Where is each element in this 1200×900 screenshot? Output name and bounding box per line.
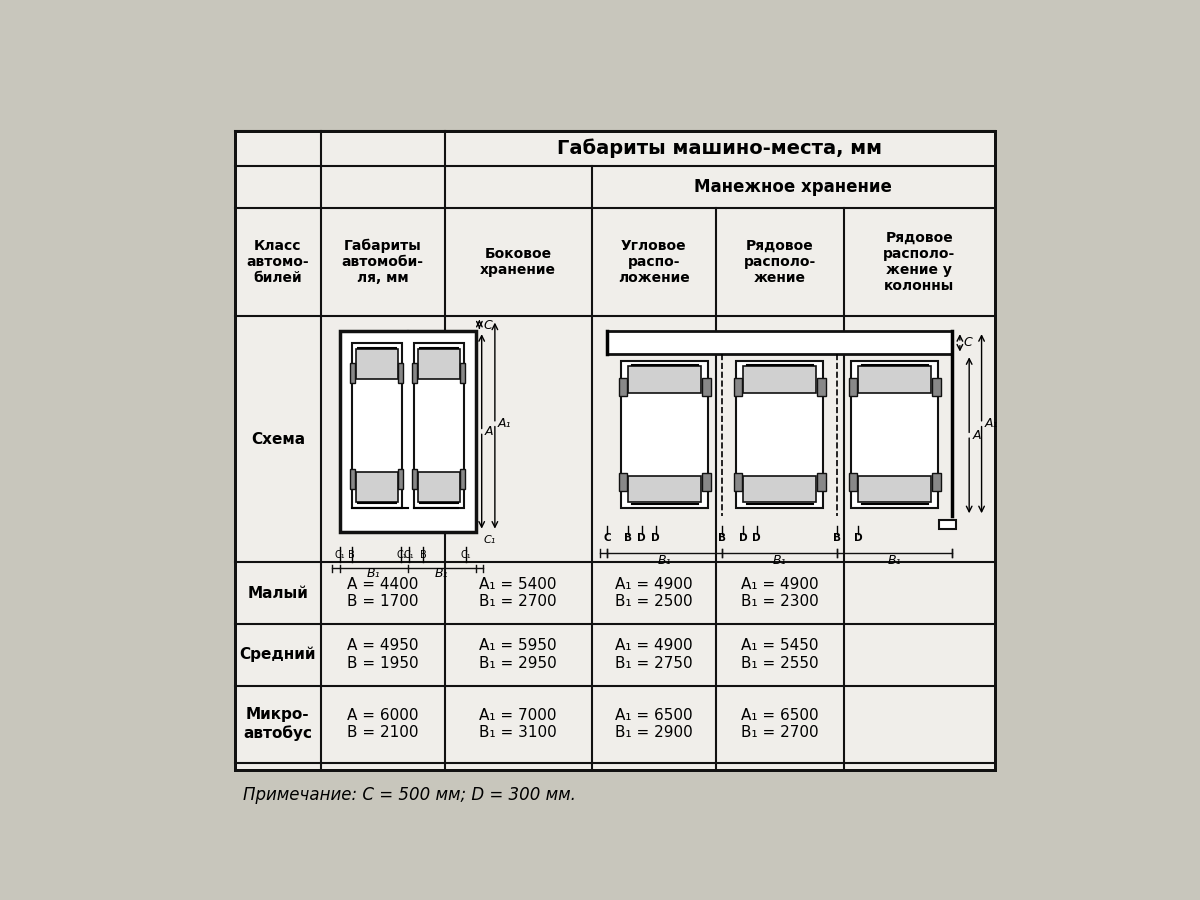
Text: Микро-
автобус: Микро- автобус (244, 707, 312, 741)
Bar (412, 469, 418, 489)
Bar (743, 366, 816, 393)
Text: A₁ = 4900
B₁ = 2500: A₁ = 4900 B₁ = 2500 (614, 577, 692, 609)
Bar (817, 472, 826, 490)
Bar (235, 131, 995, 770)
Text: Угловое
распо-
ложение: Угловое распо- ложение (618, 238, 690, 285)
Text: A: A (972, 428, 980, 442)
Bar (858, 366, 931, 393)
Bar (858, 476, 931, 502)
Text: B: B (420, 550, 426, 560)
Text: Боковое
хранение: Боковое хранение (480, 247, 556, 277)
Bar (398, 469, 403, 489)
Text: D: D (637, 533, 646, 543)
Text: Класс
автомо-
билей: Класс автомо- билей (246, 238, 310, 285)
Bar (414, 343, 464, 508)
Text: B₁: B₁ (888, 554, 901, 567)
Text: Рядовое
располо-
жение: Рядовое располо- жение (744, 238, 816, 285)
Text: C: C (604, 533, 611, 543)
Bar (418, 472, 460, 502)
Bar (622, 361, 708, 508)
Text: Габариты машино-места, мм: Габариты машино-места, мм (557, 139, 882, 158)
Bar (743, 476, 816, 502)
Bar (618, 472, 628, 490)
Text: B: B (348, 550, 355, 560)
Text: A₁: A₁ (498, 418, 511, 430)
Bar (733, 378, 743, 396)
Bar (618, 378, 628, 396)
Text: A: A (485, 425, 493, 438)
Text: A₁ = 5450
B₁ = 2550: A₁ = 5450 B₁ = 2550 (740, 638, 818, 670)
Text: C: C (484, 319, 492, 331)
Bar (736, 361, 823, 508)
Text: C₁: C₁ (461, 550, 472, 560)
Bar (817, 378, 826, 396)
Text: A₁ = 6500
B₁ = 2900: A₁ = 6500 B₁ = 2900 (614, 707, 692, 740)
Text: A₁ = 4900
B₁ = 2300: A₁ = 4900 B₁ = 2300 (740, 577, 818, 609)
Text: D: D (853, 533, 862, 543)
Bar (398, 363, 403, 382)
Bar (848, 378, 857, 396)
Bar (607, 331, 952, 355)
Bar (418, 349, 460, 379)
Text: Манежное хранение: Манежное хранение (695, 178, 892, 196)
Text: C₁: C₁ (335, 550, 346, 560)
Bar (702, 378, 710, 396)
Bar (938, 520, 956, 529)
Bar (848, 472, 857, 490)
Bar (355, 349, 398, 379)
Text: B₁: B₁ (658, 554, 672, 567)
Text: A = 6000
B = 2100: A = 6000 B = 2100 (347, 707, 419, 740)
Bar (932, 378, 941, 396)
Text: A₁ = 5400
B₁ = 2700: A₁ = 5400 B₁ = 2700 (479, 577, 557, 609)
Bar (461, 469, 466, 489)
Bar (628, 476, 701, 502)
Bar (412, 363, 418, 382)
Text: A₁ = 5950
B₁ = 2950: A₁ = 5950 B₁ = 2950 (479, 638, 557, 670)
Text: B₁: B₁ (434, 567, 449, 580)
Text: B₁: B₁ (773, 554, 786, 567)
Bar (350, 363, 355, 382)
Bar (733, 472, 743, 490)
Text: D: D (738, 533, 748, 543)
Text: Рядовое
располо-
жение у
колонны: Рядовое располо- жение у колонны (883, 230, 955, 293)
Text: Габариты
автомоби-
ля, мм: Габариты автомоби- ля, мм (342, 238, 424, 285)
Bar (235, 131, 995, 770)
Text: Схема: Схема (251, 432, 305, 446)
Text: C₁: C₁ (484, 536, 496, 545)
Bar (851, 361, 938, 508)
Text: A₁ = 4900
B₁ = 2750: A₁ = 4900 B₁ = 2750 (614, 638, 692, 670)
Text: A = 4400
B = 1700: A = 4400 B = 1700 (347, 577, 419, 609)
Bar (355, 472, 398, 502)
Text: B: B (833, 533, 841, 543)
Text: D: D (752, 533, 761, 543)
Text: A = 4950
B = 1950: A = 4950 B = 1950 (347, 638, 419, 670)
Bar (350, 469, 355, 489)
Bar (352, 343, 402, 508)
Bar (461, 363, 466, 382)
Text: C₁: C₁ (404, 550, 414, 560)
Text: A₁ = 7000
B₁ = 3100: A₁ = 7000 B₁ = 3100 (479, 707, 557, 740)
Text: B: B (624, 533, 632, 543)
Text: Малый: Малый (247, 586, 308, 600)
Bar (340, 331, 475, 532)
Text: A₁: A₁ (985, 418, 998, 430)
Bar (932, 472, 941, 490)
Text: B₁: B₁ (367, 567, 380, 580)
Text: Средний: Средний (240, 647, 316, 662)
Text: B: B (719, 533, 726, 543)
Text: C₁: C₁ (396, 550, 407, 560)
Text: C: C (964, 337, 972, 349)
Text: D: D (652, 533, 660, 543)
Bar (628, 366, 701, 393)
Text: A₁ = 6500
B₁ = 2700: A₁ = 6500 B₁ = 2700 (740, 707, 818, 740)
Text: Примечание: C = 500 мм; D = 300 мм.: Примечание: C = 500 мм; D = 300 мм. (242, 786, 576, 804)
Bar (702, 472, 710, 490)
